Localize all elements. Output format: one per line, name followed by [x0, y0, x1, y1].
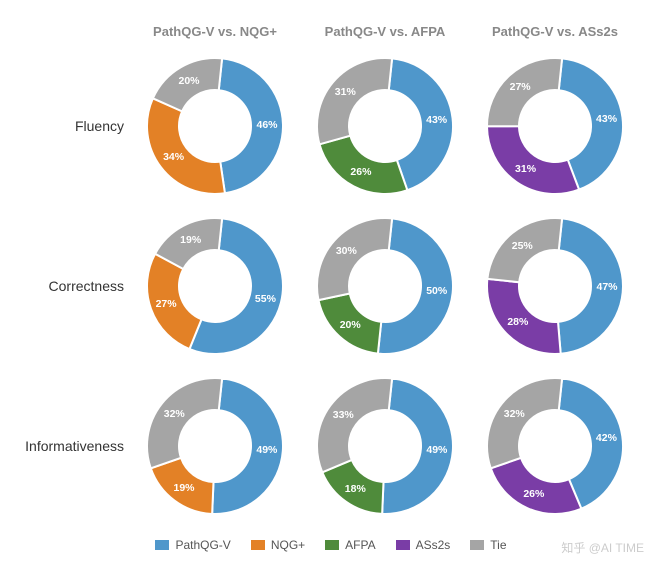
legend-swatch [251, 540, 265, 550]
donut-chart: 42%26%32% [480, 371, 630, 521]
legend-label: NQG+ [271, 538, 305, 552]
legend-label: PathQG-V [175, 538, 230, 552]
legend-swatch [396, 540, 410, 550]
legend-item: PathQG-V [155, 538, 230, 552]
donut-slice [382, 378, 453, 514]
legend-item: AFPA [325, 538, 375, 552]
donut-slice [487, 218, 562, 282]
column-header: PathQG-V vs. AFPA [325, 24, 446, 39]
donut-slice [317, 218, 392, 300]
donut-chart: 46%34%20% [140, 51, 290, 201]
donut-slice [212, 378, 283, 514]
donut-slice [147, 378, 222, 468]
donut-slice [147, 254, 201, 349]
donut-slice [317, 58, 392, 144]
donut-chart: 50%20%30% [310, 211, 460, 361]
legend-item: Tie [470, 538, 506, 552]
row-header: Informativeness [25, 438, 130, 454]
legend-swatch [470, 540, 484, 550]
legend-label: ASs2s [416, 538, 451, 552]
chart-grid: PathQG-V vs. NQG+ PathQG-V vs. AFPA PathQG… [10, 16, 652, 526]
legend-label: Tie [490, 538, 506, 552]
donut-chart: 49%18%33% [310, 371, 460, 521]
column-header: PathQG-V vs. ASs2s [492, 24, 618, 39]
legend-item: NQG+ [251, 538, 305, 552]
row-header: Correctness [49, 278, 130, 294]
donut-chart: 55%27%19% [140, 211, 290, 361]
donut-slice [491, 458, 582, 514]
donut-slice [320, 136, 408, 194]
donut-slice [317, 378, 392, 472]
legend-swatch [155, 540, 169, 550]
legend-item: ASs2s [396, 538, 451, 552]
column-header: PathQG-V vs. NQG+ [153, 24, 277, 39]
donut-slice [558, 218, 623, 353]
donut-chart: 43%31%27% [480, 51, 630, 201]
donut-chart: 43%26%31% [310, 51, 460, 201]
donut-chart: 49%19%32% [140, 371, 290, 521]
donut-chart: 47%28%25% [480, 211, 630, 361]
donut-slice [153, 58, 222, 111]
donut-slice [147, 98, 225, 194]
donut-slice [487, 378, 562, 468]
legend-swatch [325, 540, 339, 550]
donut-slice [487, 126, 579, 194]
row-header: Fluency [75, 118, 130, 134]
donut-slice [487, 58, 562, 126]
legend: PathQG-V NQG+ AFPA ASs2s Tie [10, 538, 652, 552]
donut-slice [219, 58, 283, 193]
legend-label: AFPA [345, 538, 375, 552]
donut-slice [487, 279, 561, 354]
donut-slice [151, 458, 214, 514]
donut-slice [318, 293, 381, 353]
